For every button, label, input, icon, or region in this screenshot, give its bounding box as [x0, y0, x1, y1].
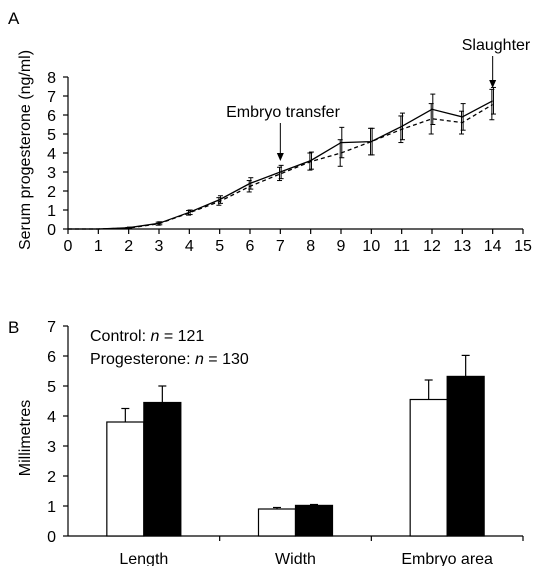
- panel-a-y-tick-label: 6: [47, 108, 56, 125]
- legend-progesterone-count: = 130: [204, 351, 249, 368]
- panel-b-bar-control: [106, 421, 145, 537]
- panel-a-x-tick-label: 13: [453, 238, 471, 255]
- panel-b-y-tick-label: 0: [47, 529, 56, 546]
- panel-b-y-tick-label: 1: [47, 499, 56, 516]
- panel-a-y-tick-label: 0: [47, 222, 56, 239]
- panel-a-y-axis-label: Serum progesterone (ng/ml): [17, 50, 34, 250]
- panel-a-x-tick-label: 12: [423, 238, 441, 255]
- panel-a-x-tick-label: 7: [276, 238, 285, 255]
- panel-a-y-tick-label: 1: [47, 203, 56, 220]
- panel-a-y-tick-label: 7: [47, 89, 56, 106]
- panel-b-y-axis-label: Millimetres: [17, 400, 34, 476]
- panel-a-x-tick-label: 11: [393, 238, 410, 255]
- panel-a-label: A: [8, 9, 20, 28]
- panel-b-y-tick-label: 7: [47, 319, 56, 336]
- panel-b-bar-progesterone: [143, 401, 182, 537]
- annotation-embryo-transfer: Embryo transfer: [226, 104, 340, 121]
- legend-control-n: n: [150, 328, 159, 345]
- annotation-slaughter: Slaughter: [462, 37, 531, 54]
- legend-progesterone-n: n: [195, 351, 204, 368]
- panel-a-x-tick-label: 15: [514, 238, 532, 255]
- panel-b-bar-control: [409, 398, 448, 537]
- panel-a-x-tick-label: 10: [362, 238, 380, 255]
- panel-b-category-label: Length: [119, 551, 168, 566]
- panel-a-x-tick-label: 0: [64, 238, 73, 255]
- panel-b-bar-progesterone: [446, 375, 485, 537]
- legend-progesterone: Progesterone: n = 130: [90, 351, 249, 368]
- panel-a-y-tick-label: 4: [47, 146, 56, 163]
- panel-b-bar-control: [257, 508, 297, 537]
- slaughter-arrow-head: [489, 80, 497, 88]
- legend-control-prefix: Control:: [90, 328, 150, 345]
- legend-control-count: = 121: [159, 328, 204, 345]
- panel-a-x-tick-label: 14: [484, 238, 502, 255]
- panel-a-x-tick-label: 1: [94, 238, 103, 255]
- panel-a-series-line-dashed: [68, 103, 494, 230]
- panel-b-bar-progesterone: [294, 504, 334, 537]
- panel-b-y-tick-label: 4: [47, 409, 56, 426]
- panel-a-x-tick-label: 2: [124, 238, 133, 255]
- panel-b-y-tick-label: 2: [47, 469, 56, 486]
- panel-b-bar-chart: 0 1 2 3 4 5 6 7 Length Width Embryo area: [47, 319, 524, 566]
- panel-a-y-tick-label: 8: [47, 70, 56, 87]
- embryo-transfer-arrow-head: [276, 153, 284, 161]
- panel-b-y-tick-label: 6: [47, 349, 56, 366]
- panel-a-y-tick-label: 3: [47, 165, 56, 182]
- panel-a-y-tick-label: 2: [47, 184, 56, 201]
- panel-a-x-tick-label: 5: [215, 238, 224, 255]
- legend-progesterone-prefix: Progesterone:: [90, 351, 195, 368]
- panel-b-category-label: Width: [275, 551, 316, 566]
- panel-a-x-tick-label: 3: [155, 238, 164, 255]
- panel-b-y-tick-label: 5: [47, 379, 56, 396]
- panel-b-category-label: Embryo area: [401, 551, 493, 566]
- panel-a-x-tick-label: 6: [246, 238, 255, 255]
- legend-control: Control: n = 121: [90, 328, 204, 345]
- panel-a-x-tick-label: 8: [306, 238, 315, 255]
- panel-b-y-tick-label: 3: [47, 439, 56, 456]
- panel-b-label: B: [8, 318, 19, 337]
- panel-a-x-tick-label: 4: [185, 238, 194, 255]
- panel-a-x-tick-label: 9: [337, 238, 346, 255]
- panel-a-y-tick-label: 5: [47, 127, 56, 144]
